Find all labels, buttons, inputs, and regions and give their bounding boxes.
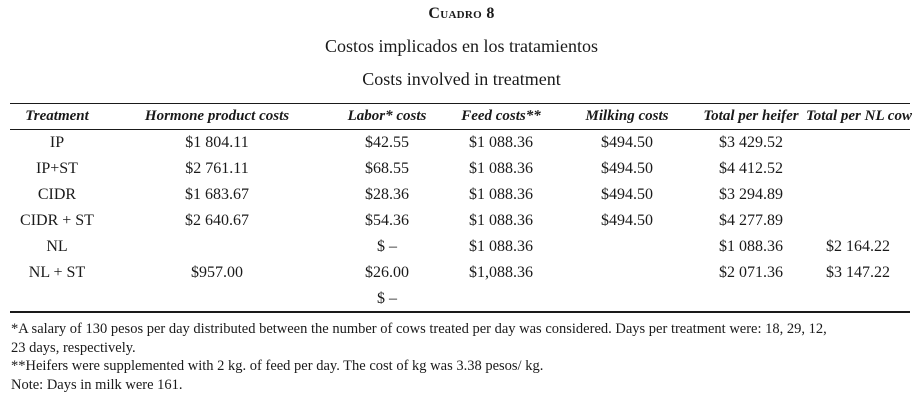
cell-milking-cost: $494.50 [601, 160, 653, 177]
cell-treatment: IP+ST [36, 160, 78, 177]
footnote-days-in-milk: Note: Days in milk were 161. [11, 376, 183, 393]
cell-total-per-nl-cow: $3 147.22 [826, 264, 890, 281]
cell-hormone-product-cost: $957.00 [191, 264, 243, 281]
cell-hormone-product-cost: $1 683.67 [185, 186, 249, 203]
cell-feed-cost [444, 286, 558, 312]
cell-labor-cost: $26.00 [365, 264, 409, 281]
cell-labor-cost: $ – [377, 290, 397, 307]
cell-total-per-heifer: $3 294.89 [719, 186, 783, 203]
table-row: IP $1 804.11 $42.55 $1 088.36 $494.50 $3… [10, 129, 910, 156]
table-row: CIDR + ST $2 640.67 $54.36 $1 088.36 $49… [10, 208, 910, 234]
header-rule [10, 129, 910, 130]
table-row: IP+ST $2 761.11 $68.55 $1 088.36 $494.50… [10, 156, 910, 182]
cell-feed-cost: $1 088.36 [469, 238, 533, 255]
cell-feed-cost: $1 088.36 [469, 160, 533, 177]
cell-milking-cost: $494.50 [601, 134, 653, 151]
cell-treatment: NL [46, 238, 68, 255]
cell-treatment: CIDR [37, 186, 77, 203]
footnote-labor-continued: 23 days, respectively. [11, 339, 136, 356]
table-label: Cuadro 8 [428, 5, 495, 22]
table-row: NL + ST $957.00 $26.00 $1,088.36 $2 071.… [10, 260, 910, 286]
cell-milking-cost: $494.50 [601, 186, 653, 203]
cell-total-per-nl-cow [806, 182, 910, 208]
cell-total-per-nl-cow [806, 208, 910, 234]
top-rule [10, 103, 910, 104]
column-header-total-per-nl-cow: Total per NL cow [806, 108, 912, 124]
column-header-total-per-heifer: Total per heifer [703, 108, 799, 124]
footnote-labor: *A salary of 130 pesos per day distribut… [11, 321, 827, 337]
cell-total-per-nl-cow [806, 156, 910, 182]
bottom-rule [10, 311, 910, 313]
cell-hormone-product-cost [104, 234, 330, 260]
cell-total-per-nl-cow [806, 286, 910, 312]
table-footnotes: *A salary of 130 pesos per day distribut… [11, 320, 916, 394]
table-row: NL $ – $1 088.36 $1 088.36 $2 164.22 [10, 234, 910, 260]
cell-total-per-heifer: $2 071.36 [719, 264, 783, 281]
cell-labor-cost: $ – [377, 238, 397, 255]
cell-feed-cost: $1 088.36 [469, 186, 533, 203]
cell-total-per-heifer [696, 286, 806, 312]
table-row: $ – [10, 286, 910, 312]
table-row: CIDR $1 683.67 $28.36 $1 088.36 $494.50 … [10, 182, 910, 208]
column-header-treatment: Treatment [25, 108, 89, 124]
cell-hormone-product-cost: $2 761.11 [185, 160, 249, 177]
table-title-english: Costs involved in treatment [362, 69, 561, 89]
cell-milking-cost [558, 260, 696, 286]
footnote-feed: **Heifers were supplemented with 2 kg. o… [11, 358, 544, 374]
cell-labor-cost: $54.36 [365, 212, 409, 229]
table-header-row: Treatment Hormone product costs Labor* c… [10, 104, 912, 129]
cell-milking-cost [558, 234, 696, 260]
cell-treatment: IP [49, 134, 65, 151]
cell-feed-cost: $1 088.36 [469, 212, 533, 229]
cell-total-per-heifer: $3 429.52 [719, 134, 783, 151]
cell-hormone-product-cost [104, 286, 330, 312]
column-header-milking-costs: Milking costs [585, 108, 669, 124]
costs-table: Treatment Hormone product costs Labor* c… [10, 104, 912, 312]
cell-milking-cost [558, 286, 696, 312]
table-title-spanish: Costos implicados en los tratamientos [325, 36, 598, 56]
cell-labor-cost: $68.55 [365, 160, 409, 177]
cell-total-per-heifer: $4 277.89 [719, 212, 783, 229]
cell-milking-cost: $494.50 [601, 212, 653, 229]
cell-feed-cost: $1 088.36 [469, 134, 533, 151]
cell-hormone-product-cost: $2 640.67 [185, 212, 249, 229]
cell-labor-cost: $42.55 [365, 134, 409, 151]
column-header-feed-costs: Feed costs** [461, 108, 541, 124]
cell-total-per-nl-cow: $2 164.22 [826, 238, 890, 255]
column-header-labor-costs: Labor* costs [347, 108, 427, 124]
column-header-hormone-product-costs: Hormone product costs [144, 108, 290, 124]
cell-total-per-heifer: $1 088.36 [719, 238, 783, 255]
cell-feed-cost: $1,088.36 [469, 264, 533, 281]
cell-hormone-product-cost: $1 804.11 [185, 134, 249, 151]
cell-treatment [10, 286, 104, 312]
cell-total-per-nl-cow [806, 129, 910, 156]
cell-labor-cost: $28.36 [365, 186, 409, 203]
cell-total-per-heifer: $4 412.52 [719, 160, 783, 177]
cell-treatment: CIDR + ST [20, 212, 94, 229]
cell-treatment: NL + ST [28, 264, 86, 281]
